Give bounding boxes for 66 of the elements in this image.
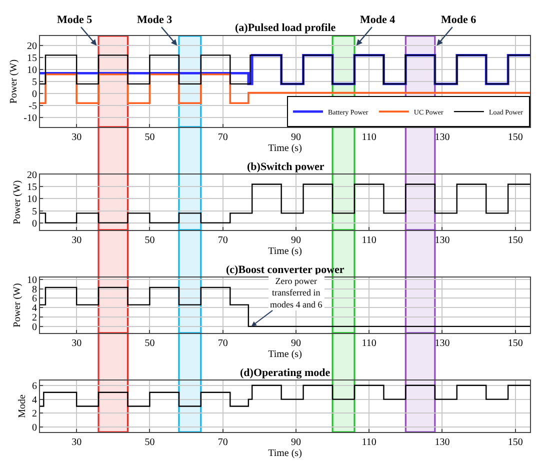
y-tick-label: 10 <box>27 194 37 206</box>
y-tick-label: 2 <box>32 312 37 324</box>
x-tick-label: 110 <box>362 132 376 144</box>
x-tick-label: 70 <box>218 338 228 349</box>
chart-title: (d)Operating mode <box>240 367 330 379</box>
y-tick-label: 4 <box>32 303 37 314</box>
x-axis-title: Time (s) <box>268 448 302 459</box>
x-tick-label: 70 <box>218 132 228 144</box>
x-axis-title: Time (s) <box>268 349 302 360</box>
x-tick-label: 150 <box>508 338 523 349</box>
x-tick-label: 50 <box>144 437 155 448</box>
annotation: Mode 5 <box>57 14 93 26</box>
x-tick-label: 30 <box>72 437 82 448</box>
x-tick-label: 70 <box>218 437 228 448</box>
x-tick-label: 110 <box>362 437 376 448</box>
chart-title: (b)Switch power <box>247 161 324 173</box>
y-tick-label: 15 <box>27 182 37 194</box>
y-tick-label: 5 <box>32 77 37 88</box>
y-tick-label: 10 <box>27 274 37 286</box>
annotation: Zero power transferred in modes 4 and 6 <box>270 276 323 310</box>
y-tick-label: 4 <box>32 394 37 406</box>
y-tick-label: 15 <box>27 53 37 64</box>
y-tick-label: 20 <box>27 170 37 182</box>
x-tick-label: 90 <box>290 437 301 448</box>
y-tick-label: 6 <box>32 380 37 392</box>
x-tick-label: 150 <box>508 235 523 246</box>
y-tick-label: 6 <box>32 294 37 305</box>
x-tick-label: 30 <box>72 338 82 349</box>
y-axis-title: Mode <box>17 394 28 418</box>
x-axis-title: Time (s) <box>268 246 302 258</box>
y-tick-label: -5 <box>28 101 37 112</box>
x-tick-label: 110 <box>362 338 376 349</box>
x-tick-label: 50 <box>144 132 155 144</box>
x-axis-title: Time (s) <box>268 143 302 154</box>
x-tick-label: 70 <box>218 235 228 246</box>
x-tick-label: 90 <box>290 338 301 349</box>
annotation: Mode 4 <box>360 14 396 26</box>
x-tick-label: 30 <box>72 235 82 246</box>
y-tick-label: 0 <box>32 218 37 230</box>
chart-title: (a)Pulsed load profile <box>235 22 336 34</box>
y-axis-title: Power (W) <box>12 283 23 328</box>
x-tick-label: 90 <box>290 235 301 246</box>
y-tick-label: 0 <box>32 322 37 333</box>
y-tick-label: 20 <box>27 41 37 52</box>
y-axis-title: Power (W) <box>12 180 23 224</box>
x-tick-label: 130 <box>434 132 450 144</box>
annotation: Mode 3 <box>137 14 173 26</box>
x-tick-label: 90 <box>290 132 301 144</box>
x-tick-label: 130 <box>434 437 450 448</box>
x-tick-label: 50 <box>144 338 155 349</box>
x-tick-label: 30 <box>72 132 82 144</box>
annotation: Mode 6 <box>441 14 477 26</box>
y-tick-label: -10 <box>24 112 37 124</box>
y-tick-label: 2 <box>32 408 37 420</box>
y-tick-label: 8 <box>32 284 37 296</box>
x-tick-label: 50 <box>144 235 155 246</box>
y-axis-title: Power (W) <box>8 59 20 104</box>
y-tick-label: 5 <box>32 206 37 218</box>
y-tick-label: 10 <box>27 65 37 76</box>
x-tick-label: 150 <box>508 437 523 448</box>
x-tick-label: 130 <box>434 338 450 349</box>
x-tick-label: 130 <box>434 235 450 246</box>
y-tick-label: 0 <box>32 89 37 100</box>
x-tick-label: 110 <box>362 235 376 246</box>
y-tick-label: 0 <box>32 422 37 434</box>
x-tick-label: 150 <box>508 132 523 144</box>
